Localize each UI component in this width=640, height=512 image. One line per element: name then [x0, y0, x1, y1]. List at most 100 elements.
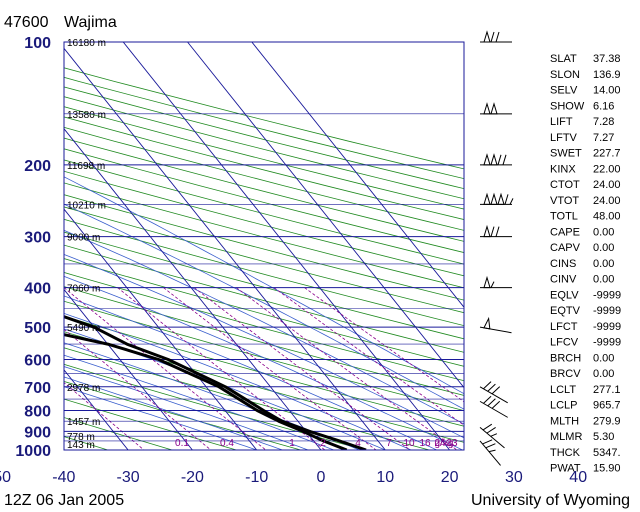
- index-label: CTOT: [550, 179, 580, 191]
- barb-feather: [490, 226, 495, 237]
- barb-feather: [490, 281, 495, 288]
- barb-feather: [485, 443, 496, 449]
- moist-adiabat-6: [64, 342, 360, 450]
- mixing-ratio-label: g/kg: [435, 438, 454, 449]
- moist-adiabat-14: [64, 312, 412, 450]
- index-label: BRCV: [550, 368, 581, 380]
- index-label: PWAT: [550, 463, 581, 475]
- wind-barb: [480, 224, 512, 238]
- profiles: [64, 315, 367, 450]
- dry-adiabat-280: [64, 363, 366, 450]
- barb-feather: [509, 198, 514, 205]
- temperature-tick-label: -10: [245, 469, 268, 486]
- height-labels: 16180 m 13580 m 11698 m 10210 m 9000 m 7060 m…: [67, 38, 106, 451]
- mixing-ratio-line-24: [273, 287, 464, 426]
- barb-feather: [483, 381, 492, 390]
- height-label: 9000 m: [67, 233, 100, 244]
- plot-area: [64, 42, 464, 450]
- index-value: 136.9: [593, 69, 621, 81]
- isotherm--30: [64, 369, 129, 450]
- barb-pennant: [497, 192, 505, 205]
- height-label: 1457 m: [67, 417, 100, 428]
- barb-pennant: [483, 224, 491, 238]
- index-value: 48.00: [593, 211, 621, 223]
- index-value: 5.30: [593, 431, 614, 443]
- wind-barb: [480, 30, 512, 43]
- index-label: SLON: [550, 69, 580, 81]
- barb-feather: [491, 400, 501, 409]
- barb-pennant: [483, 102, 491, 115]
- barb-feather: [495, 226, 500, 237]
- isotherm-20: [122, 42, 450, 450]
- data-source: University of Wyoming: [471, 492, 630, 509]
- barb-pennant: [483, 316, 491, 330]
- index-value: 24.00: [593, 179, 621, 191]
- index-label: EQTV: [550, 305, 581, 317]
- mixing-ratio-label: 2: [320, 438, 326, 449]
- barb-feather: [497, 154, 502, 165]
- index-label: LCLT: [550, 384, 576, 396]
- index-value: 279.9: [593, 415, 621, 427]
- index-value: 7.28: [593, 116, 614, 128]
- barb-shaft: [479, 440, 501, 466]
- mixing-ratio-line-10: [193, 287, 411, 450]
- mixing-ratio-label: 0.1: [175, 438, 189, 449]
- index-value: 965.7: [593, 400, 621, 412]
- barb-pennant: [483, 192, 491, 205]
- pressure-tick-label: 700: [24, 380, 51, 397]
- temperature-tick-label: -40: [52, 469, 75, 486]
- barb-pennant: [490, 192, 498, 205]
- barb-feather: [490, 433, 498, 437]
- pressure-tick-label: 400: [24, 281, 51, 298]
- temperature-tick-label: 40: [569, 469, 587, 486]
- index-label: CINS: [550, 258, 576, 270]
- index-value: 5347.: [593, 447, 621, 459]
- barb-shaft: [479, 386, 508, 404]
- index-value: 7.27: [593, 132, 614, 144]
- height-label: 10210 m: [67, 200, 106, 211]
- index-label: MLMR: [550, 431, 582, 443]
- wind-barb: [479, 381, 508, 404]
- index-label: LIFT: [550, 116, 573, 128]
- isotherm-10: [64, 47, 386, 450]
- index-label: KINX: [550, 163, 576, 175]
- barb-shaft: [479, 400, 508, 418]
- height-label: 13580 m: [67, 110, 106, 121]
- barb-shaft: [479, 426, 505, 449]
- moist-adiabat--10: [64, 386, 257, 450]
- plot-frame: [63, 41, 465, 451]
- index-label: VTOT: [550, 195, 579, 207]
- moist-adiabat--2: [64, 366, 309, 450]
- index-label: LFCV: [550, 337, 579, 349]
- index-value: 0.00: [593, 226, 614, 238]
- barb-feather: [490, 31, 495, 43]
- pressure-tick-label: 900: [24, 424, 51, 441]
- barb-feather: [502, 154, 507, 165]
- temperature-profile: [64, 315, 367, 450]
- index-value: 14.00: [593, 85, 621, 97]
- moist-adiabat-38: [64, 176, 464, 395]
- mixing-ratio-label: 24: [434, 438, 446, 449]
- index-value: -9999: [593, 337, 621, 349]
- mixing-ratio-labels: 0.1 0.4 1 2 4 7 10 16 24 33g/kg: [175, 438, 458, 449]
- barb-feather: [487, 398, 496, 407]
- temperature-tick-label: -50: [0, 469, 11, 486]
- index-value: 6.16: [593, 100, 614, 112]
- wind-barb: [479, 316, 512, 334]
- temperature-tick-label: -20: [181, 469, 204, 486]
- pressure-tick-label: 600: [24, 352, 51, 369]
- barb-feather: [495, 31, 500, 43]
- temperature-tick-label: 20: [441, 469, 459, 486]
- index-label: CAPV: [550, 242, 581, 254]
- index-value: 0.00: [593, 242, 614, 254]
- barb-pennant: [483, 275, 491, 289]
- barb-feather: [482, 423, 493, 431]
- index-label: TOTL: [550, 211, 578, 223]
- isotherm--10: [64, 208, 258, 450]
- sounding-indices: SLAT 37.38 SLON 136.9 SELV 14.00 SHOW 6.16 LIFT 7…: [550, 53, 621, 475]
- index-value: -9999: [593, 305, 621, 317]
- pressure-tick-label: 300: [24, 230, 51, 247]
- index-label: MLTH: [550, 415, 579, 427]
- index-label: SHOW: [550, 100, 585, 112]
